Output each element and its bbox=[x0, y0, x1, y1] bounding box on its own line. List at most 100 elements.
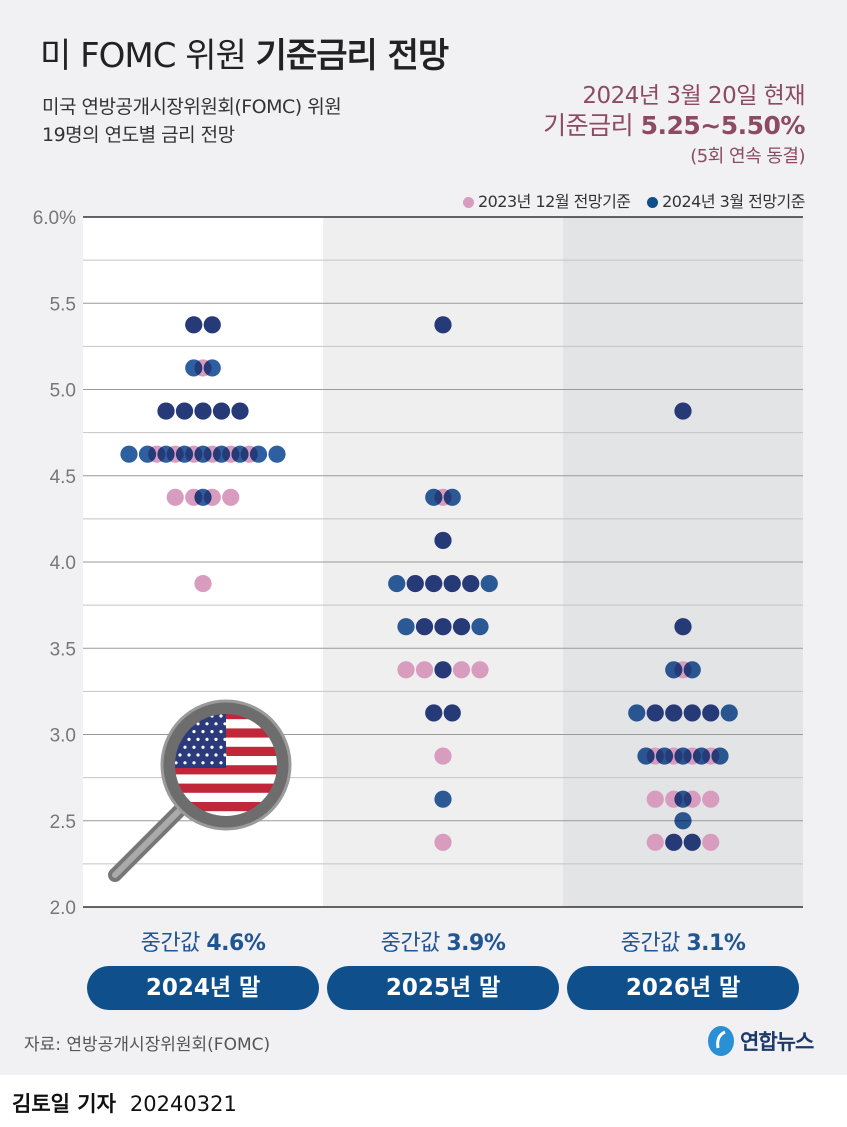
dot-dec2023 bbox=[415, 661, 434, 679]
note-rate-value: 5.25~5.50% bbox=[640, 111, 806, 140]
dot-mar2024 bbox=[637, 747, 655, 765]
dot-mar2024 bbox=[711, 747, 729, 765]
dot-mar2024 bbox=[443, 574, 461, 593]
y-tick-label: 4.0 bbox=[50, 553, 76, 574]
median-value: 3.9% bbox=[446, 931, 506, 956]
dot-mar2024 bbox=[249, 445, 268, 463]
dot-mar2024 bbox=[175, 402, 194, 420]
y-tick-label: 3.5 bbox=[50, 639, 76, 660]
dot-mar2024 bbox=[674, 747, 692, 765]
dot-mar2024 bbox=[157, 445, 175, 463]
dot-mar2024 bbox=[231, 402, 249, 420]
dot-plot-chart: 6.0% 5.5 5.0 4.5 4.0 3.5 3.0 2.5 2.0 bbox=[33, 208, 803, 919]
legend-dot-dec2023 bbox=[462, 197, 474, 208]
flag-star bbox=[192, 730, 196, 734]
flag-star bbox=[219, 714, 223, 718]
dot-mar2024 bbox=[674, 618, 692, 636]
page-title: 미 FOMC 위원 기준금리 전망 bbox=[40, 28, 450, 77]
median-value: 4.6% bbox=[206, 931, 266, 956]
title-prefix: 미 FOMC 위원 bbox=[40, 36, 247, 76]
dot-mar2024 bbox=[665, 704, 683, 722]
dot-mar2024 bbox=[434, 531, 452, 550]
flag-star bbox=[201, 761, 205, 765]
dot-dec2023 bbox=[452, 661, 471, 679]
dot-mar2024 bbox=[194, 402, 212, 420]
median-2025: 중간값 3.9% bbox=[323, 925, 563, 957]
dot-mar2024 bbox=[120, 445, 138, 463]
dot-mar2024 bbox=[646, 704, 664, 722]
dot-mar2024 bbox=[434, 618, 452, 636]
dot-mar2024 bbox=[452, 618, 471, 636]
flag-star bbox=[223, 753, 227, 757]
flag-star bbox=[210, 761, 214, 765]
flag-star bbox=[205, 753, 209, 757]
dot-dec2023 bbox=[702, 790, 720, 808]
dot-mar2024 bbox=[434, 316, 452, 334]
y-tick-label: 2.0 bbox=[50, 898, 76, 919]
dot-mar2024 bbox=[415, 618, 434, 636]
flag-stripe bbox=[174, 802, 278, 812]
dot-mar2024 bbox=[683, 833, 701, 851]
dot-mar2024 bbox=[471, 618, 489, 636]
flag-star bbox=[187, 737, 191, 742]
flag-star bbox=[223, 722, 227, 726]
flag-star bbox=[192, 745, 196, 749]
dot-mar2024 bbox=[655, 747, 674, 765]
dot-mar2024 bbox=[462, 574, 480, 593]
magnifier-flag-illustration bbox=[108, 699, 292, 882]
flag-star bbox=[205, 722, 209, 726]
dot-dec2023 bbox=[194, 574, 212, 593]
dot-mar2024 bbox=[194, 445, 212, 463]
y-tick-label: 6.0% bbox=[33, 208, 76, 229]
flag-star bbox=[219, 761, 223, 765]
dot-mar2024 bbox=[665, 661, 683, 679]
dot-mar2024 bbox=[674, 790, 692, 808]
dot-dec2023 bbox=[397, 661, 415, 679]
dot-mar2024 bbox=[138, 445, 157, 463]
dot-mar2024 bbox=[203, 316, 221, 334]
title-bold: 기준금리 전망 bbox=[255, 36, 450, 76]
category-label-2025: 2025년 말 bbox=[327, 966, 559, 1010]
median-label: 중간값 bbox=[380, 931, 441, 956]
subtitle-line2: 19명의 연도별 금리 전망 bbox=[42, 124, 235, 146]
dot-mar2024 bbox=[194, 488, 212, 506]
dot-mar2024 bbox=[628, 704, 646, 722]
dot-mar2024 bbox=[425, 574, 443, 593]
flag-star bbox=[214, 722, 218, 726]
legend: 2023년 12월 전망기준 2024년 3월 전망기준 bbox=[451, 188, 805, 212]
dot-mar2024 bbox=[268, 445, 286, 463]
flag-star bbox=[187, 753, 191, 757]
dot-mar2024 bbox=[674, 812, 692, 830]
y-tick-label: 2.5 bbox=[50, 812, 76, 833]
flag-star bbox=[183, 761, 187, 765]
dot-mar2024 bbox=[692, 747, 711, 765]
flag-star bbox=[196, 722, 200, 726]
flag-star bbox=[178, 753, 182, 757]
y-tick-label: 5.0 bbox=[50, 381, 76, 402]
legend-label-mar2024: 2024년 3월 전망기준 bbox=[662, 192, 805, 211]
dot-mar2024 bbox=[185, 359, 203, 377]
dot-mar2024 bbox=[683, 661, 701, 679]
note-freeze: (5회 연속 동결) bbox=[690, 146, 805, 167]
category-label-2026: 2026년 말 bbox=[567, 966, 799, 1010]
dot-mar2024 bbox=[175, 445, 194, 463]
dot-dec2023 bbox=[434, 747, 452, 765]
flag-star bbox=[214, 737, 218, 742]
byline: 김토일 기자 20240321 bbox=[12, 1088, 237, 1118]
legend-label-dec2023: 2023년 12월 전망기준 bbox=[477, 192, 631, 211]
flag-star bbox=[210, 745, 214, 749]
dot-dec2023 bbox=[166, 488, 184, 506]
y-tick-label: 5.5 bbox=[50, 294, 76, 315]
dot-mar2024 bbox=[157, 402, 175, 420]
median-2024: 중간값 4.6% bbox=[83, 925, 323, 957]
flag-star bbox=[196, 753, 200, 757]
dot-mar2024 bbox=[443, 488, 461, 506]
yonhap-logo: 연합뉴스 bbox=[706, 1024, 814, 1058]
dot-mar2024 bbox=[480, 574, 498, 593]
flag-star bbox=[183, 745, 187, 749]
dot-mar2024 bbox=[203, 359, 221, 377]
dot-dec2023 bbox=[434, 833, 452, 851]
subtitle-line1: 미국 연방공개시장위원회(FOMC) 위원 bbox=[42, 96, 342, 118]
flag-star bbox=[219, 730, 223, 734]
dot-mar2024 bbox=[185, 316, 203, 334]
